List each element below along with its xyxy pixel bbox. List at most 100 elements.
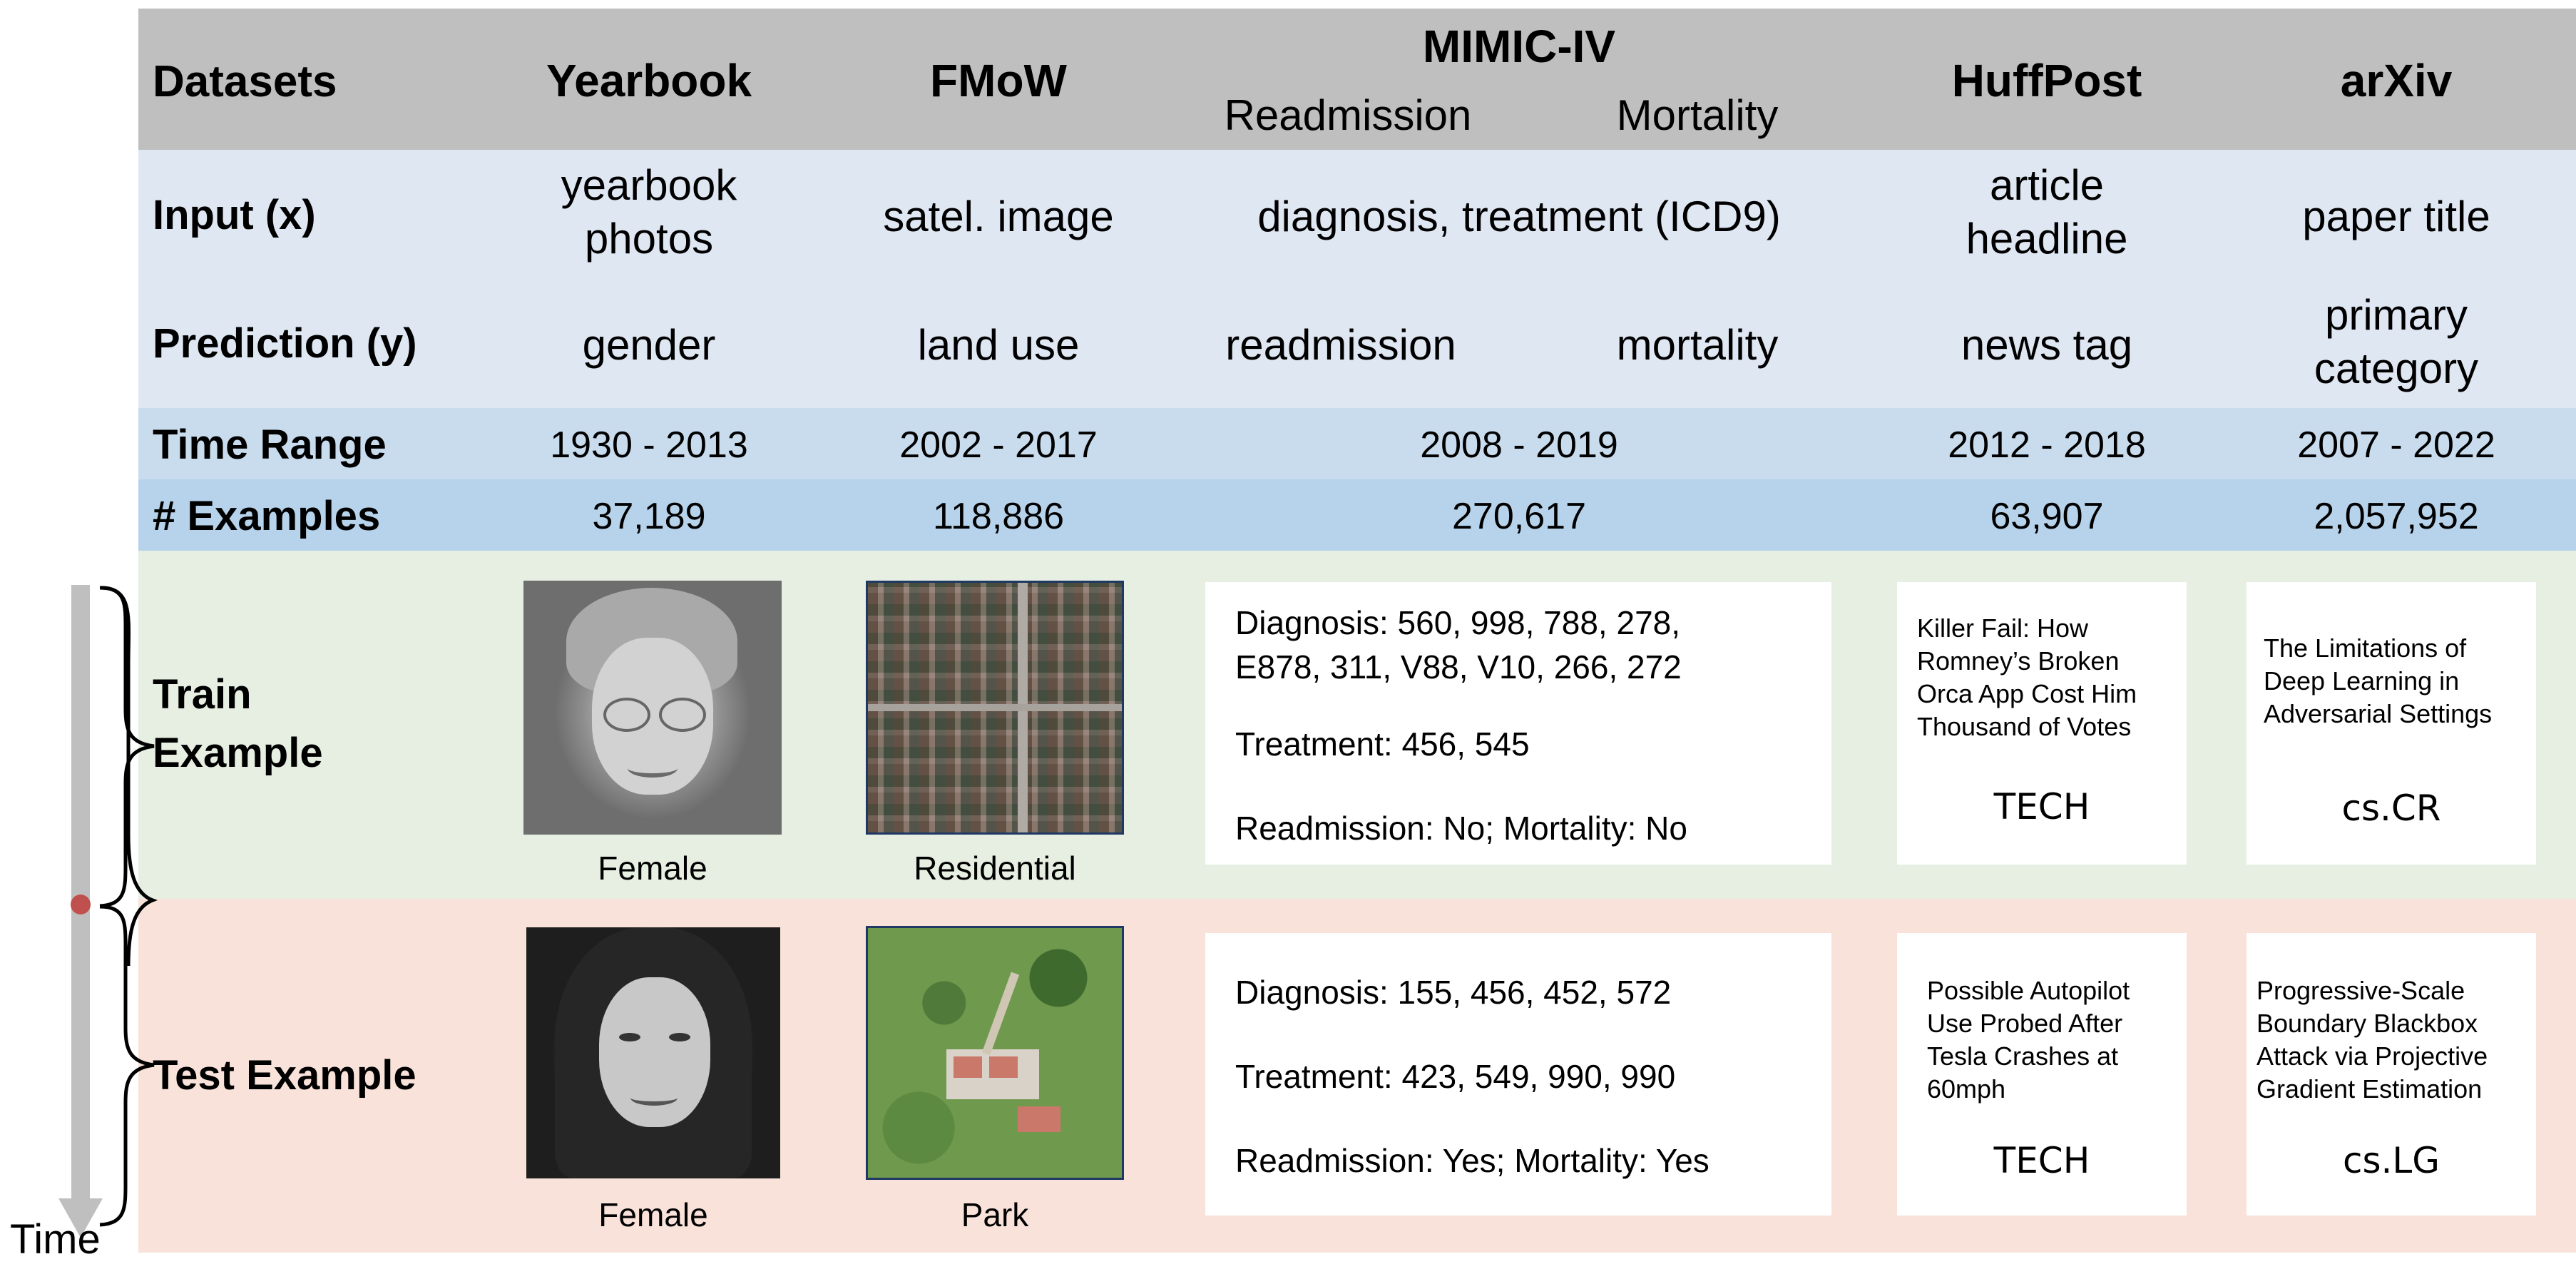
arxiv-test-title-3: Attack via Projective xyxy=(2256,1041,2488,1071)
huffpost-train-headline-2: Romney’s Broken xyxy=(1917,646,2120,676)
train-label-line1: Train xyxy=(153,671,252,718)
prediction-fmow: land use xyxy=(917,321,1080,369)
court-1 xyxy=(954,1056,982,1078)
arxiv-test-card: Progressive-Scale Boundary Blackbox Atta… xyxy=(2247,933,2536,1216)
examples-yearbook: 37,189 xyxy=(592,496,706,537)
timeline-graphic xyxy=(58,585,158,1238)
col-yearbook: Yearbook xyxy=(546,55,752,106)
mimic-test-treatment: Treatment: 423, 549, 990, 990 xyxy=(1235,1058,1676,1095)
road-horizontal xyxy=(868,704,1122,711)
yearbook-train-caption: Female xyxy=(598,850,707,887)
datasets-label: Datasets xyxy=(153,57,337,106)
huffpost-train-headline-1: Killer Fail: How xyxy=(1917,613,2089,643)
time-range-band xyxy=(138,408,2576,479)
huffpost-test-headline-3: Tesla Crashes at xyxy=(1927,1041,2119,1071)
arxiv-test-title-4: Gradient Estimation xyxy=(2256,1074,2483,1104)
arxiv-train-card: The Limitations of Deep Learning in Adve… xyxy=(2247,582,2536,865)
examples-fmow: 118,886 xyxy=(932,496,1065,537)
prediction-mimic-mortality: mortality xyxy=(1616,321,1779,369)
split-dot-icon xyxy=(71,895,91,914)
time-label: Time xyxy=(10,1216,101,1263)
examples-arxiv: 2,057,952 xyxy=(2314,496,2479,537)
input-mimic: diagnosis, treatment (ICD9) xyxy=(1257,193,1781,240)
huffpost-train-headline-4: Thousand of Votes xyxy=(1917,712,2132,741)
col-huffpost: HuffPost xyxy=(1951,55,2142,106)
fmow-test-photo xyxy=(866,926,1124,1180)
mimic-test-outcome: Readmission: Yes; Mortality: Yes xyxy=(1235,1142,1709,1179)
mimic-train-diagnosis-1: Diagnosis: 560, 998, 788, 278, xyxy=(1235,604,1681,641)
eye-left xyxy=(619,1033,640,1041)
court-2 xyxy=(989,1056,1018,1078)
curly-brace-icon xyxy=(99,905,155,1227)
input-yearbook: yearbook photos xyxy=(561,161,737,263)
col-arxiv: arXiv xyxy=(2340,55,2453,106)
mimic-train-treatment: Treatment: 456, 545 xyxy=(1235,725,1530,763)
col-mimic-mortality: Mortality xyxy=(1616,91,1779,139)
arxiv-train-title-2: Deep Learning in xyxy=(2264,666,2460,696)
huffpost-train-tag: TECH xyxy=(1993,786,2090,827)
col-fmow: FMoW xyxy=(930,55,1067,106)
fmow-test-caption: Park xyxy=(961,1196,1029,1233)
huffpost-test-headline-4: 60mph xyxy=(1927,1074,2006,1104)
glasses-left xyxy=(603,698,650,732)
glasses-right xyxy=(659,698,706,732)
train-brace-icon xyxy=(101,586,158,967)
time-range-label: Time Range xyxy=(153,422,387,468)
fmow-train-photo xyxy=(866,581,1124,835)
smile xyxy=(630,1090,678,1106)
arxiv-train-title-1: The Limitations of xyxy=(2264,633,2467,663)
mimic-train-diagnosis-2: E878, 311, V88, V10, 266, 272 xyxy=(1235,648,1682,686)
path xyxy=(981,972,1020,1056)
huffpost-test-headline-2: Use Probed After xyxy=(1927,1009,2123,1038)
huffpost-test-tag: TECH xyxy=(1993,1140,2090,1181)
arxiv-test-tag: cs.LG xyxy=(2342,1140,2440,1181)
yearbook-test-caption: Female xyxy=(598,1196,708,1233)
examples-label: # Examples xyxy=(153,493,381,539)
mimic-test-diagnosis: Diagnosis: 155, 456, 452, 572 xyxy=(1235,974,1672,1011)
time-range-fmow: 2002 - 2017 xyxy=(899,424,1098,466)
yearbook-test-photo xyxy=(526,927,780,1178)
train-brace xyxy=(99,586,155,908)
col-mimic-readmission: Readmission xyxy=(1224,91,1472,139)
arxiv-test-title-1: Progressive-Scale xyxy=(2256,976,2465,1005)
input-huffpost: article headline xyxy=(1966,161,2128,263)
huffpost-train-card: Killer Fail: How Romney’s Broken Orca Ap… xyxy=(1897,582,2187,865)
mimic-train-card: Diagnosis: 560, 998, 788, 278, E878, 311… xyxy=(1205,582,1831,865)
court-3 xyxy=(1018,1106,1060,1132)
eye-right xyxy=(669,1033,690,1041)
prediction-mimic-readmission: readmission xyxy=(1225,321,1456,369)
curly-brace-icon xyxy=(99,586,155,908)
yearbook-train-photo xyxy=(523,581,782,835)
examples-huffpost: 63,907 xyxy=(1990,496,2104,537)
prediction-row-label: Prediction (y) xyxy=(153,320,417,367)
test-brace xyxy=(99,905,155,1227)
input-arxiv: paper title xyxy=(2302,193,2490,240)
prediction-yearbook: gender xyxy=(582,321,716,369)
huffpost-train-headline-3: Orca App Cost Him xyxy=(1917,679,2137,708)
prediction-huffpost: news tag xyxy=(1961,321,2133,369)
input-row-label: Input (x) xyxy=(153,192,316,238)
arxiv-train-title-3: Adversarial Settings xyxy=(2264,699,2493,728)
down-arrow-icon xyxy=(58,1198,103,1238)
header-band xyxy=(138,9,2576,150)
huffpost-test-card: Possible Autopilot Use Probed After Tesl… xyxy=(1897,933,2187,1216)
huffpost-test-headline-1: Possible Autopilot xyxy=(1927,976,2130,1005)
col-mimic: MIMIC-IV xyxy=(1422,21,1616,72)
time-range-mimic: 2008 - 2019 xyxy=(1420,424,1618,466)
mimic-test-card: Diagnosis: 155, 456, 452, 572 Treatment:… xyxy=(1205,933,1831,1216)
test-label: Test Example xyxy=(153,1052,416,1099)
fmow-train-caption: Residential xyxy=(914,850,1076,887)
train-label-line2: Example xyxy=(153,730,323,776)
arxiv-train-tag: cs.CR xyxy=(2341,788,2441,829)
time-range-yearbook: 1930 - 2013 xyxy=(550,424,748,466)
smile xyxy=(628,759,678,778)
time-range-huffpost: 2012 - 2018 xyxy=(1948,424,2146,466)
examples-band xyxy=(138,479,2576,551)
time-range-arxiv: 2007 - 2022 xyxy=(2297,424,2495,466)
input-fmow: satel. image xyxy=(883,193,1114,240)
mimic-train-outcome: Readmission: No; Mortality: No xyxy=(1235,810,1687,847)
examples-mimic: 270,617 xyxy=(1452,496,1586,537)
arxiv-test-title-2: Boundary Blackbox xyxy=(2256,1009,2478,1038)
prediction-arxiv: primary category xyxy=(2314,291,2479,392)
input-prediction-band xyxy=(138,150,2576,408)
